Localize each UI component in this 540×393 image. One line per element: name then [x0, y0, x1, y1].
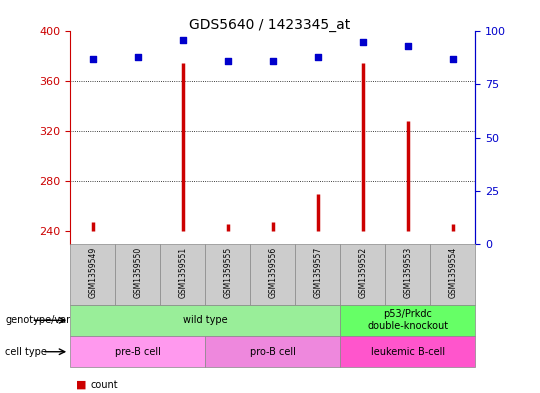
Point [403, 43, 412, 50]
Text: GSM1359549: GSM1359549 [88, 246, 97, 298]
Text: pre-B cell: pre-B cell [115, 347, 160, 357]
Text: count: count [91, 380, 118, 390]
Text: GDS5640 / 1423345_at: GDS5640 / 1423345_at [190, 18, 350, 32]
Point [448, 56, 457, 62]
Text: leukemic B-cell: leukemic B-cell [370, 347, 445, 357]
Point [313, 54, 322, 60]
Text: p53/Prkdc
double-knockout: p53/Prkdc double-knockout [367, 310, 448, 331]
Point [268, 58, 277, 64]
Point [359, 39, 367, 45]
Text: GSM1359555: GSM1359555 [223, 246, 232, 298]
Text: GSM1359556: GSM1359556 [268, 246, 277, 298]
Text: pro-B cell: pro-B cell [250, 347, 295, 357]
Text: GSM1359553: GSM1359553 [403, 246, 412, 298]
Text: GSM1359551: GSM1359551 [178, 246, 187, 298]
Text: GSM1359557: GSM1359557 [313, 246, 322, 298]
Point [89, 56, 97, 62]
Point [224, 58, 232, 64]
Text: GSM1359550: GSM1359550 [133, 246, 142, 298]
Text: wild type: wild type [183, 315, 227, 325]
Point [133, 54, 142, 60]
Text: GSM1359554: GSM1359554 [448, 246, 457, 298]
Text: cell type: cell type [5, 347, 48, 357]
Text: GSM1359552: GSM1359552 [358, 246, 367, 298]
Point [178, 37, 187, 43]
Text: ■: ■ [76, 380, 86, 390]
Text: genotype/variation: genotype/variation [5, 315, 98, 325]
